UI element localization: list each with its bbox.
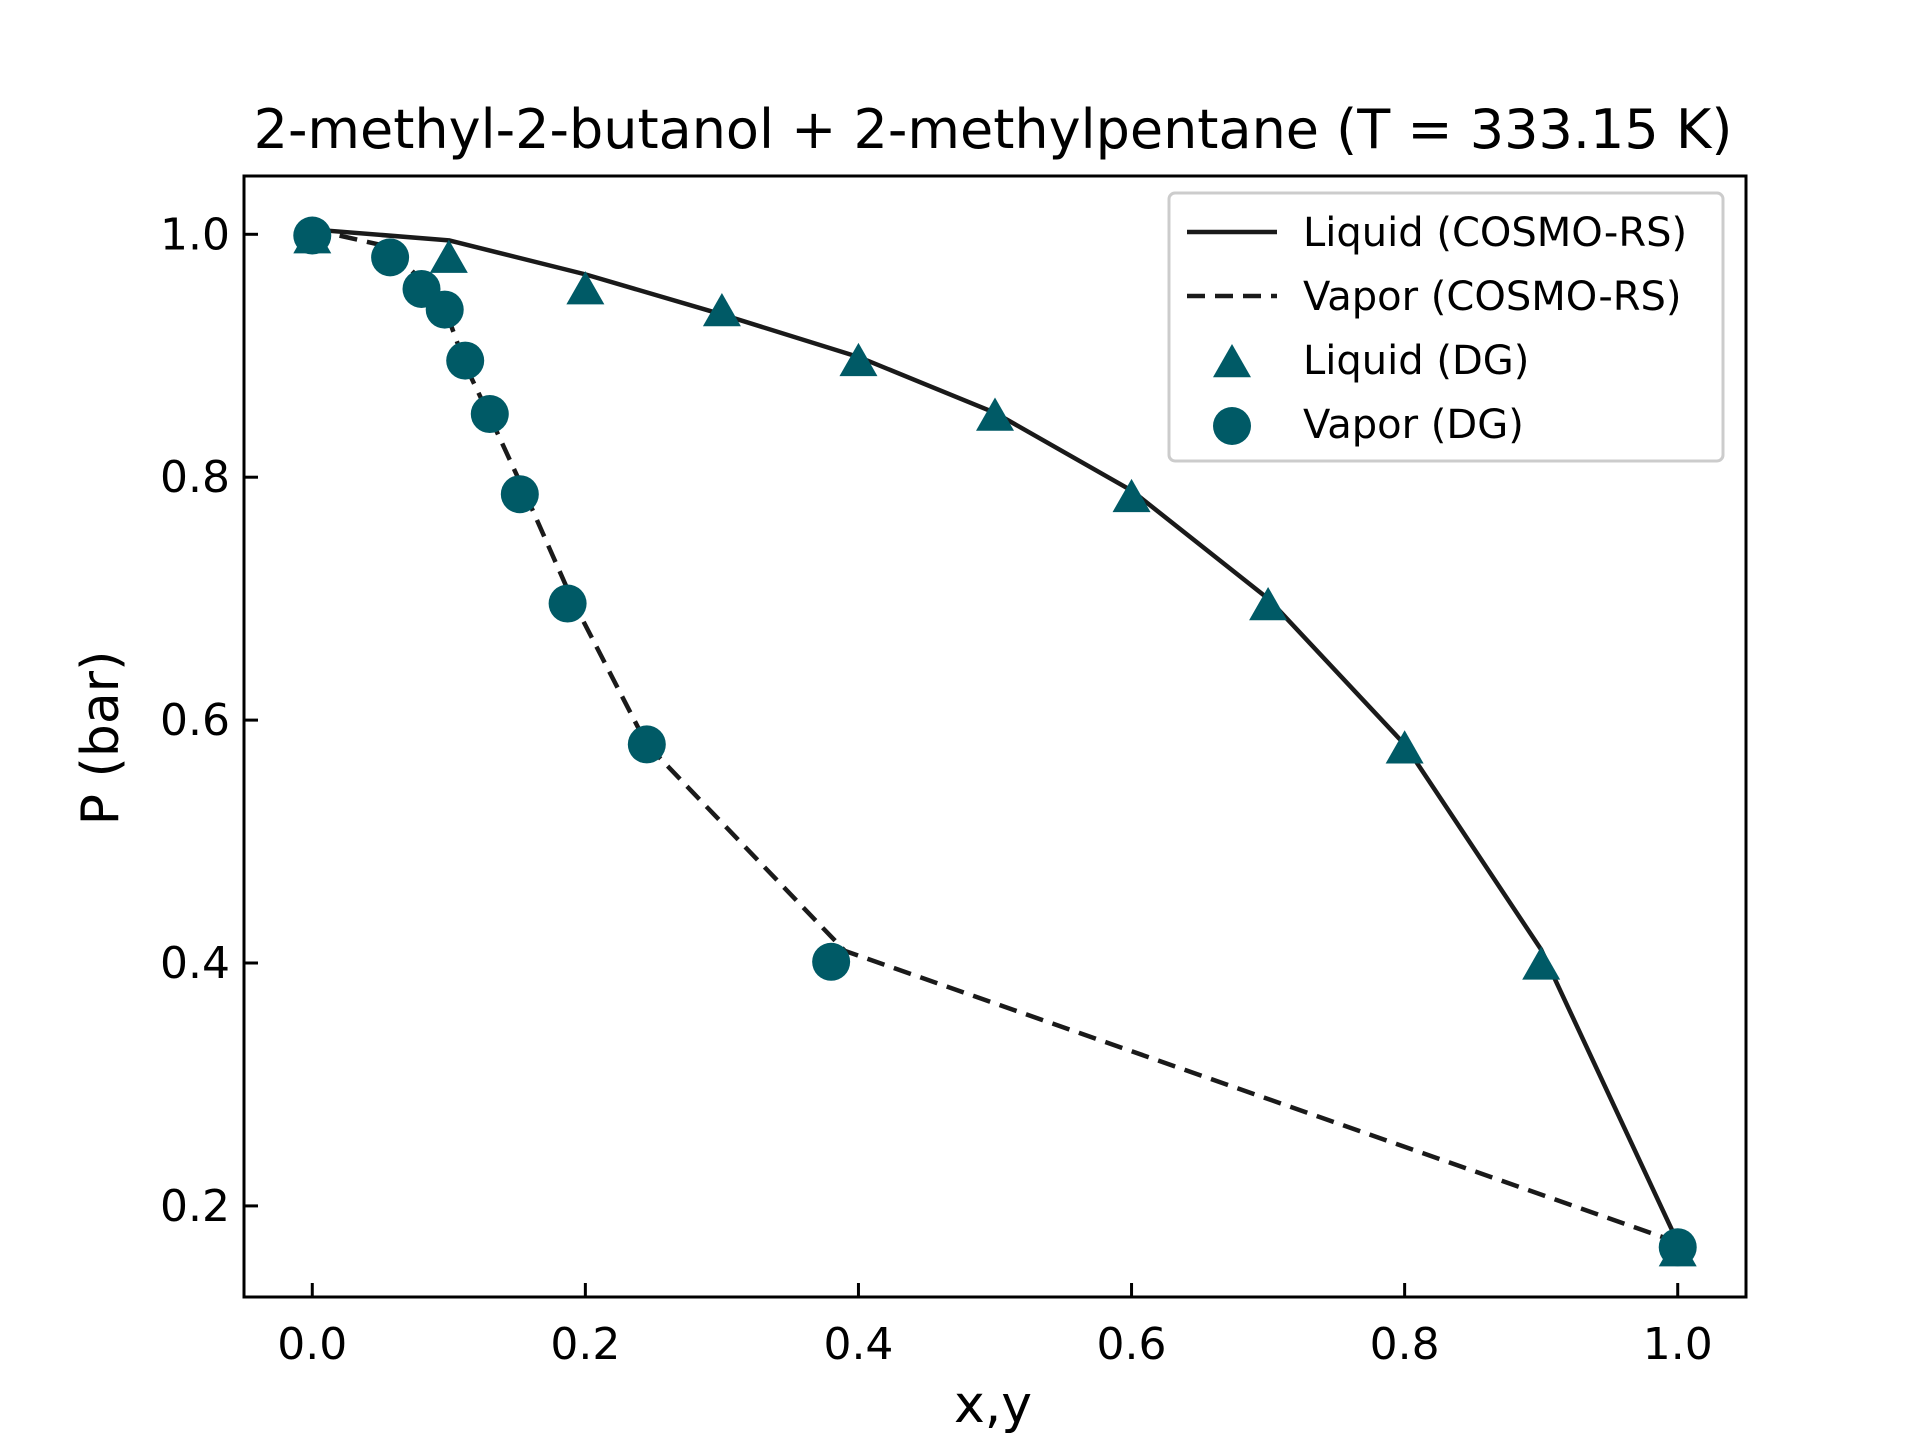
data-point-liquid-dg: [839, 342, 878, 377]
legend-label-liquid-dg: Liquid (DG): [1303, 338, 1529, 384]
data-point-liquid-dg: [1385, 730, 1424, 764]
y-axis-label: P (bar): [71, 651, 131, 826]
y-tick-label: 0.8: [160, 452, 230, 503]
data-point-vapor-dg: [548, 584, 587, 623]
legend-swatch-vapor-dg: [1213, 407, 1251, 445]
chart-title: 2-methyl-2-butanol + 2-methylpentane (T …: [254, 98, 1733, 161]
x-tick-label: 1.0: [1643, 1319, 1713, 1370]
legend: Liquid (COSMO-RS) Vapor (COSMO-RS) Liquid …: [1167, 191, 1725, 463]
data-point-vapor-dg: [1658, 1228, 1697, 1267]
data-point-liquid-dg: [429, 239, 468, 273]
legend-label-vapor-dg: Vapor (DG): [1303, 402, 1524, 448]
data-point-vapor-dg: [500, 475, 539, 514]
data-point-vapor-dg: [470, 395, 509, 434]
data-point-vapor-dg: [425, 290, 464, 329]
series-line-vapor-cosmo-rs: [311, 227, 1679, 1245]
data-point-liquid-dg: [1112, 478, 1151, 513]
data-point-vapor-dg: [446, 341, 485, 380]
x-tick-label: 0.0: [277, 1319, 347, 1370]
data-point-vapor-dg: [812, 942, 851, 981]
data-point-liquid-dg: [1522, 946, 1561, 980]
legend-label-liquid-cosmo-rs: Liquid (COSMO-RS): [1303, 210, 1687, 256]
legend-swatch-liquid-dg: [1213, 344, 1251, 378]
legend-label-vapor-cosmo-rs: Vapor (COSMO-RS): [1303, 274, 1682, 320]
y-tick-label: 0.2: [160, 1181, 230, 1232]
data-point-vapor-dg: [293, 216, 332, 255]
y-axis-ticks: 0.2 0.4 0.6 0.8 1.0: [160, 209, 258, 1232]
y-tick-label: 0.6: [160, 695, 230, 746]
x-tick-label: 0.8: [1370, 1319, 1440, 1370]
legend-box: [1167, 191, 1725, 463]
x-tick-label: 0.6: [1097, 1319, 1167, 1370]
plot-area: [293, 216, 1697, 1267]
y-tick-label: 1.0: [160, 209, 230, 260]
x-axis-label: x,y: [954, 1375, 1032, 1435]
x-axis-ticks: 0.0 0.2 0.4 0.6 0.8 1.0: [277, 1283, 1713, 1370]
y-tick-label: 0.4: [160, 938, 230, 989]
x-tick-label: 0.2: [550, 1319, 620, 1370]
data-point-liquid-dg: [566, 271, 605, 305]
data-point-liquid-dg: [1249, 586, 1288, 621]
x-tick-label: 0.4: [823, 1319, 893, 1370]
data-point-vapor-dg: [627, 725, 666, 764]
data-point-vapor-dg: [371, 238, 410, 277]
data-point-liquid-dg: [976, 397, 1014, 431]
data-point-liquid-dg: [702, 293, 741, 327]
plot-frame: [242, 174, 1748, 1299]
